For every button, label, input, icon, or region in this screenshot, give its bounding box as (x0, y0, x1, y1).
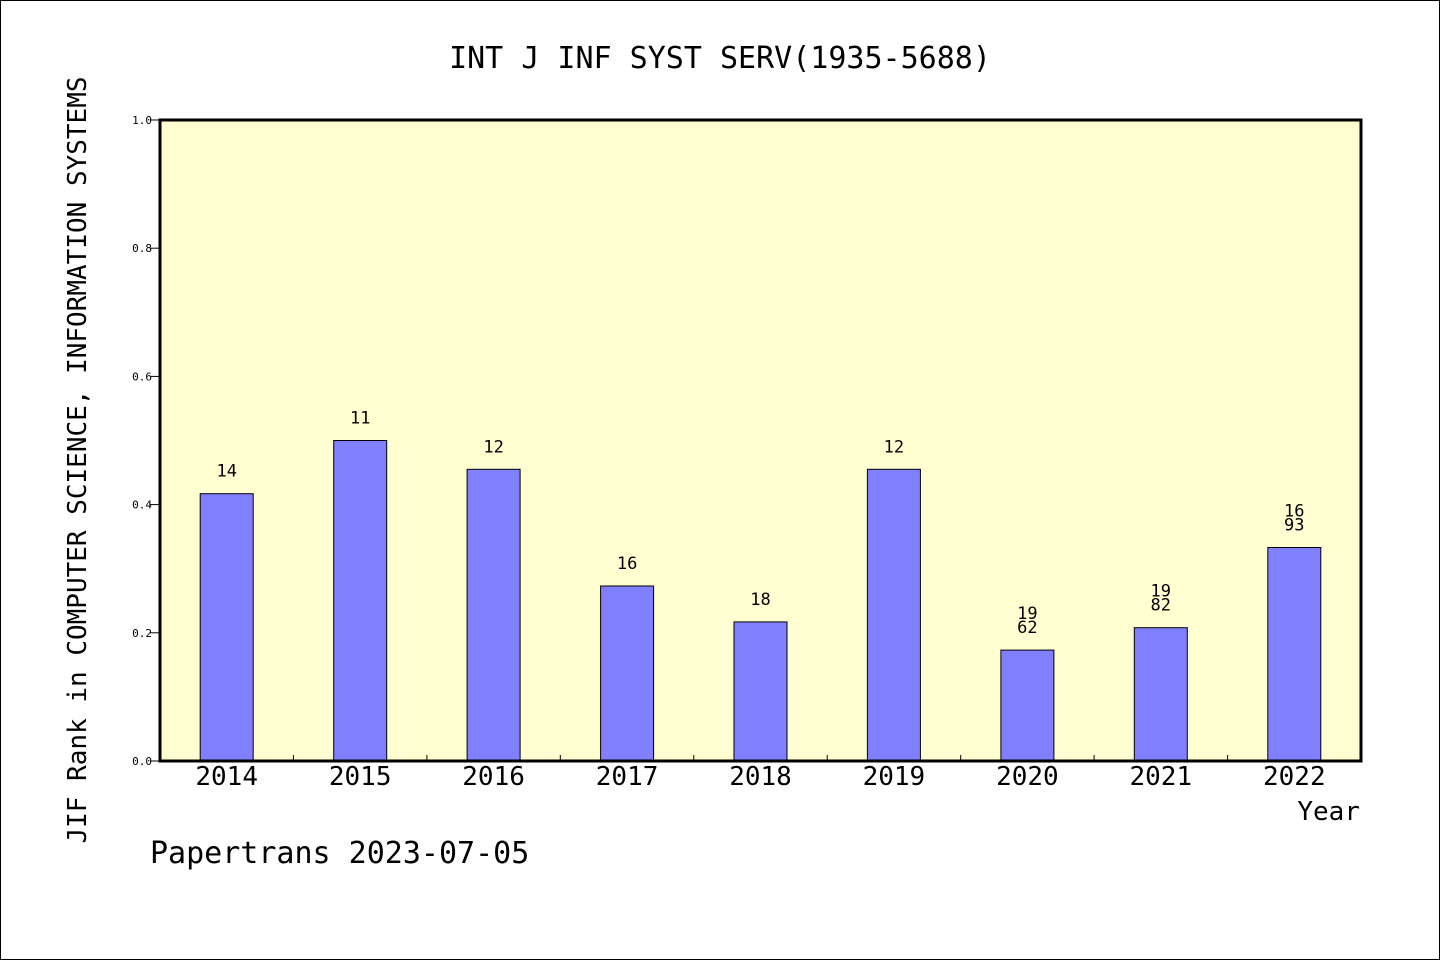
bar-label-2015-1: 11 (350, 409, 370, 429)
bar-2020 (1000, 649, 1055, 762)
bar-label-2019-1: 12 (884, 437, 904, 457)
x-axis-label: Year (1297, 797, 1360, 827)
bar-2018 (733, 621, 788, 762)
x-tick-label-2014: 2014 (195, 762, 258, 792)
bar-label-2020-2: 62 (1017, 618, 1037, 638)
x-tick-label-2015: 2015 (329, 762, 392, 792)
x-tick-label-2020: 2020 (996, 762, 1059, 792)
bar-2016 (466, 468, 521, 762)
x-tick-label-2018: 2018 (729, 762, 792, 792)
y-axis: 0.0 0.2 0.4 0.6 0.8 1.0 (132, 114, 160, 768)
bar-2022 (1267, 547, 1322, 762)
bar-label-2022-2: 93 (1284, 516, 1304, 536)
bar-label-2021-2: 82 (1151, 596, 1171, 616)
x-tick-label-2016: 2016 (462, 762, 525, 792)
bar-label-2022-1: 16 (1284, 502, 1304, 522)
y-axis-label: JIF Rank in COMPUTER SCIENCE, INFORMATIO… (63, 76, 93, 843)
plot-border (158, 118, 1363, 763)
y-tick-label-3: 0.6 (132, 370, 152, 383)
x-tick-label-2017: 2017 (596, 762, 659, 792)
footer-credit: Papertrans 2023-07-05 (150, 836, 529, 871)
y-tick-label-1: 0.2 (132, 627, 152, 640)
y-tick-label-5: 1.0 (132, 114, 152, 127)
bar-2019 (866, 468, 921, 762)
bar-2021 (1133, 627, 1188, 762)
x-axis: 2014 2015 2016 2017 2018 2019 2020 2021 2022 (195, 755, 1326, 792)
bar-2014 (199, 493, 254, 762)
bar-label-2021-1: 19 (1151, 582, 1171, 602)
bar-series (199, 440, 1322, 762)
y-tick-label-2: 0.4 (132, 499, 152, 512)
bar-label-2018-1: 18 (750, 590, 770, 610)
x-tick-label-2022: 2022 (1263, 762, 1326, 792)
bar-label-2017-1: 16 (617, 554, 637, 574)
y-tick-label-0: 0.0 (132, 755, 152, 768)
y-tick-label-4: 0.8 (132, 242, 152, 255)
bar-label-2014-1: 14 (216, 462, 236, 482)
chart-title: INT J INF SYST SERV(1935-5688) (449, 41, 991, 76)
x-tick-label-2021: 2021 (1129, 762, 1192, 792)
x-tick-label-2019: 2019 (863, 762, 926, 792)
bar-2015 (333, 440, 388, 762)
bar-label-2020-1: 19 (1017, 604, 1037, 624)
bar-2017 (600, 585, 655, 762)
bar-label-2016-1: 12 (483, 437, 503, 457)
